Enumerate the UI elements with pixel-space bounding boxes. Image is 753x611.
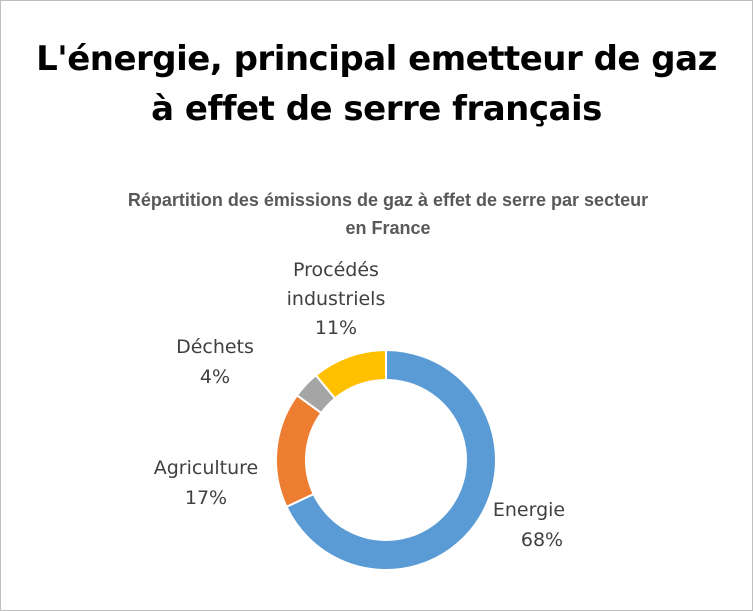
slice-label-procedes-name-line1: Procédés xyxy=(293,259,379,281)
main-title-line2: à effet de serre français xyxy=(151,89,602,129)
slice-label-procedes-name-line2: industriels xyxy=(287,288,386,310)
slice-label-energie-name: Energie xyxy=(493,499,565,521)
slice-label-agriculture-name: Agriculture xyxy=(154,457,259,479)
donut-slice-1 xyxy=(285,348,497,571)
chart-title-line2: en France xyxy=(345,218,431,238)
donut-slice-4 xyxy=(314,348,387,400)
chart-title-line1: Répartition des émissions de gaz à effet… xyxy=(127,190,649,210)
slice-label-dechets-value: 4% xyxy=(200,366,230,388)
slice-label-dechets-name: Déchets xyxy=(176,336,254,358)
donut-slice-2 xyxy=(275,393,323,509)
slice-label-energie-value: 68% xyxy=(521,529,563,551)
slice-label-procedes-value: 11% xyxy=(315,317,357,339)
slice-label-agriculture-value: 17% xyxy=(185,487,227,509)
main-title-line1: L'énergie, principal emetteur de gaz xyxy=(36,39,717,79)
